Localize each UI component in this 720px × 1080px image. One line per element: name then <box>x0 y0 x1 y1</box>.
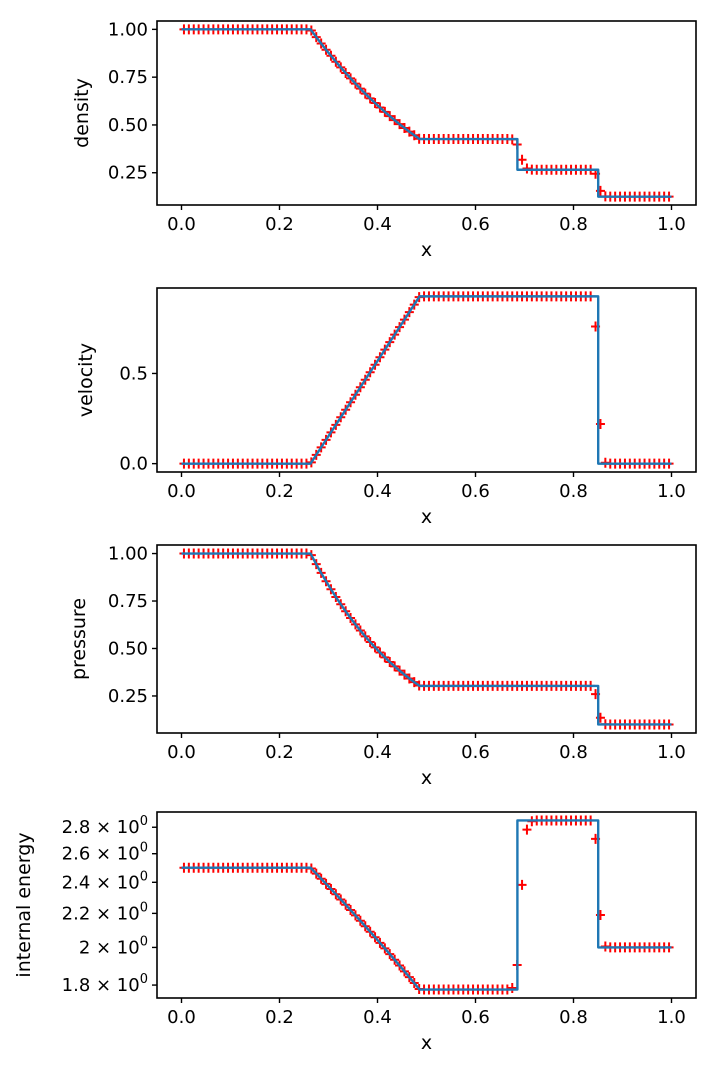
y-tick-label: 0.75 <box>108 67 148 88</box>
y-tick-label: 0.5 <box>119 363 148 384</box>
x-tick-label: 0.8 <box>559 214 588 235</box>
x-tick-label: 0.8 <box>559 481 588 502</box>
y-tick-label: 0.75 <box>108 591 148 612</box>
y-tick-label: 0.25 <box>108 686 148 707</box>
x-tick-label: 0.2 <box>265 742 294 763</box>
x-tick-label: 0.0 <box>167 1007 196 1028</box>
x-axis-label: x <box>421 1032 432 1054</box>
axes-box <box>156 544 697 734</box>
pressure-plot: 0.0 0.2 0.4 0.6 0.8 1.0 0.25 0.50 0.75 1.00 x press… <box>68 544 697 789</box>
x-tick-label: 1.0 <box>657 214 686 235</box>
y-tick-label: 2.6 × 100 <box>62 841 148 865</box>
x-tick-label: 1.0 <box>657 742 686 763</box>
y-axis-label: internal energy <box>13 832 35 977</box>
exact-solution-line <box>181 819 672 991</box>
x-tick-label: 0.2 <box>265 1007 294 1028</box>
x-tick-label: 0.6 <box>461 1007 490 1028</box>
x-tick-label: 0.0 <box>167 214 196 235</box>
y-tick-label: 0.0 <box>119 454 148 475</box>
y-axis-label: velocity <box>75 343 97 417</box>
y-tick-label: 0.50 <box>108 638 148 659</box>
y-tick-label: 2.4 × 100 <box>62 869 148 893</box>
x-tick-label: 0.4 <box>363 742 392 763</box>
exact-solution-line <box>181 28 672 198</box>
y-tick-label: 2 × 100 <box>79 934 148 958</box>
y-tick-label: 0.25 <box>108 163 148 184</box>
x-tick-label: 0.2 <box>265 214 294 235</box>
x-tick-label: 0.6 <box>461 214 490 235</box>
x-tick-label: 0.8 <box>559 1007 588 1028</box>
y-tick-label: 1.00 <box>108 19 148 40</box>
velocity-plot: 0.0 0.2 0.4 0.6 0.8 1.0 0.0 0.5 x velocity <box>75 287 697 528</box>
x-tick-label: 0.4 <box>363 214 392 235</box>
x-tick-label: 0.0 <box>167 481 196 502</box>
y-axis-label: pressure <box>68 598 90 680</box>
x-tick-label: 0.0 <box>167 742 196 763</box>
x-axis-label: x <box>421 506 432 528</box>
x-tick-label: 0.6 <box>461 742 490 763</box>
y-axis-label: density <box>71 78 93 148</box>
numerical-solution-markers <box>179 548 674 730</box>
x-tick-label: 0.6 <box>461 481 490 502</box>
y-tick-label: 1.00 <box>108 544 148 565</box>
y-tick-label: 2.2 × 100 <box>62 900 148 924</box>
x-tick-label: 0.2 <box>265 481 294 502</box>
numerical-solution-markers <box>179 815 674 995</box>
internal-energy-plot: 0.0 0.2 0.4 0.6 0.8 1.0 1.8 × 100 2 × 100 2.2 × … <box>13 811 697 1054</box>
x-axis-label: x <box>421 239 432 261</box>
x-tick-label: 0.8 <box>559 742 588 763</box>
numerical-solution-markers <box>179 24 674 202</box>
numerical-solution-markers <box>179 291 674 469</box>
y-tick-label: 0.50 <box>108 115 148 136</box>
density-plot: 0.0 0.2 0.4 0.6 0.8 1.0 0.25 0.50 0.75 1.00 x densi… <box>71 19 697 261</box>
y-tick-label: 2.8 × 100 <box>62 814 148 838</box>
x-tick-label: 1.0 <box>657 481 686 502</box>
axes-box <box>156 20 697 206</box>
y-tick-label: 1.8 × 100 <box>62 972 148 996</box>
x-tick-label: 0.4 <box>363 481 392 502</box>
x-axis-label: x <box>421 767 432 789</box>
axes-box <box>156 811 697 999</box>
x-tick-label: 0.4 <box>363 1007 392 1028</box>
exact-solution-line <box>181 295 672 465</box>
x-tick-label: 1.0 <box>657 1007 686 1028</box>
axes-box <box>156 287 697 473</box>
exact-solution-line <box>181 552 672 726</box>
